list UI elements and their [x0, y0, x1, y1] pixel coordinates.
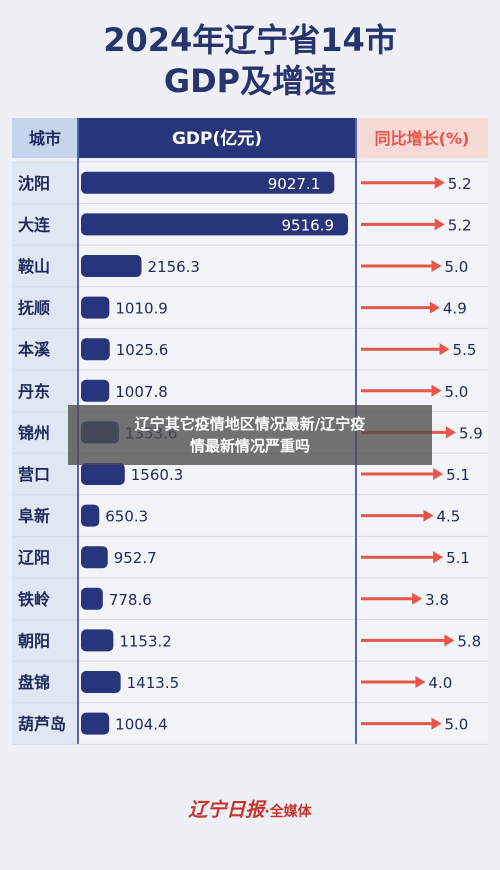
growth-arrow-head — [423, 509, 434, 522]
gdp-value-label: 1413.5 — [127, 674, 180, 692]
overlay-line-2: 情最新情况严重吗 — [189, 437, 310, 455]
city-label: 丹东 — [18, 382, 50, 401]
gdp-bar — [81, 255, 142, 277]
chart-title-line1: 2024年辽宁省14市 — [103, 21, 397, 59]
city-label: 辽阳 — [18, 548, 50, 567]
growth-arrow-head — [431, 717, 442, 730]
gdp-bar — [81, 629, 114, 652]
city-label: 阜新 — [18, 507, 50, 526]
city-cell — [12, 203, 78, 246]
city-label: 抚顺 — [18, 299, 50, 318]
growth-value-label: 5.1 — [446, 466, 470, 484]
city-cell — [12, 453, 78, 495]
gdp-bar — [81, 338, 110, 361]
growth-arrow-head — [415, 676, 426, 688]
gdp-value-label: 1153.2 — [119, 632, 171, 650]
growth-value-label: 5.0 — [445, 383, 469, 401]
header-cell-city — [12, 118, 78, 158]
growth-value-label: 3.8 — [425, 591, 449, 609]
growth-arrow-head — [446, 426, 456, 439]
chart-title-line2: GDP及增速 — [163, 62, 337, 100]
city-label: 朝阳 — [18, 631, 50, 650]
gdp-bar — [81, 504, 100, 527]
growth-value-label: 5.2 — [448, 175, 472, 193]
gdp-bar — [81, 546, 108, 569]
gdp-value-label: 9516.9 — [282, 216, 335, 234]
gdp-value-label: 1010.9 — [115, 300, 168, 318]
growth-value-label: 5.8 — [457, 632, 481, 650]
gdp-value-label: 2156.3 — [147, 258, 200, 276]
city-label: 本溪 — [18, 340, 51, 359]
gdp-value-label: 9027.1 — [268, 175, 321, 193]
city-label: 铁岭 — [18, 590, 50, 609]
growth-arrow-head — [431, 384, 442, 397]
city-label: 葫芦岛 — [18, 715, 66, 734]
gdp-bar — [81, 712, 110, 735]
gdp-bar — [81, 587, 103, 610]
gdp-value-label: 650.3 — [105, 508, 148, 526]
gdp-bar — [81, 671, 121, 693]
growth-arrow-head — [434, 176, 445, 189]
growth-arrow-head — [429, 301, 440, 314]
growth-value-label: 4.0 — [428, 674, 452, 692]
gdp-value-label: 1007.8 — [115, 383, 168, 401]
header-cell-growth — [356, 118, 488, 158]
gdp-bar — [81, 213, 348, 236]
growth-arrow-head — [431, 260, 442, 272]
growth-arrow-head — [433, 468, 444, 480]
gdp-value-label: 778.6 — [109, 591, 152, 609]
city-cell — [12, 494, 78, 537]
gdp-bar — [81, 296, 110, 319]
gdp-bar — [81, 171, 335, 194]
city-cell — [12, 578, 78, 620]
header-label-growth: 同比增长(%) — [375, 129, 470, 148]
growth-value-label: 5.9 — [459, 424, 483, 442]
city-cell — [12, 661, 78, 703]
gdp-value-label: 1560.3 — [131, 466, 184, 484]
growth-value-label: 5.2 — [448, 216, 472, 234]
growth-arrow-head — [433, 551, 444, 564]
growth-arrow-head — [412, 592, 423, 605]
growth-value-label: 5.0 — [445, 258, 469, 276]
city-cell — [12, 370, 78, 412]
header-cell-gdp — [78, 118, 356, 158]
header-label-city: 城市 — [29, 129, 61, 148]
overlay-line-1: 辽宁其它疫情地区情况最新/辽宁疫 — [134, 415, 366, 433]
growth-value-label: 5.0 — [445, 716, 469, 734]
gdp-value-label: 952.7 — [114, 549, 157, 567]
gdp-value-label: 1004.4 — [115, 716, 168, 734]
growth-value-label: 4.9 — [443, 300, 467, 318]
city-label: 营口 — [18, 465, 50, 484]
city-label: 盘锦 — [18, 673, 50, 692]
city-label: 沈阳 — [18, 174, 50, 193]
city-label: 鞍山 — [18, 257, 50, 276]
logo-script-text: 辽宁日报 — [188, 799, 265, 821]
logo-media-text: ·全媒体 — [264, 804, 312, 820]
city-cell — [12, 536, 78, 578]
city-cell — [12, 619, 78, 662]
header-label-gdp: GDP(亿元) — [172, 128, 262, 149]
city-label: 锦州 — [18, 423, 50, 442]
city-cell — [12, 245, 78, 287]
gdp-bar — [81, 463, 125, 485]
growth-value-label: 5.1 — [446, 549, 470, 567]
growth-value-label: 5.5 — [453, 341, 477, 359]
city-cell — [12, 411, 78, 454]
city-cell — [12, 162, 78, 204]
city-label: 大连 — [18, 215, 51, 234]
growth-value-label: 4.5 — [436, 508, 460, 526]
overlay-caption: 辽宁其它疫情地区情况最新/辽宁疫 情最新情况严重吗 — [68, 405, 432, 465]
growth-arrow-head — [434, 218, 445, 231]
city-cell — [12, 702, 78, 745]
city-cell — [12, 328, 78, 370]
growth-arrow-head — [439, 343, 450, 356]
city-cell — [12, 286, 78, 329]
growth-arrow-head — [444, 634, 455, 647]
gdp-bar — [81, 379, 110, 402]
footer-logo: 辽宁日报·全媒体 — [0, 795, 500, 822]
gdp-value-label: 1025.6 — [116, 341, 169, 359]
